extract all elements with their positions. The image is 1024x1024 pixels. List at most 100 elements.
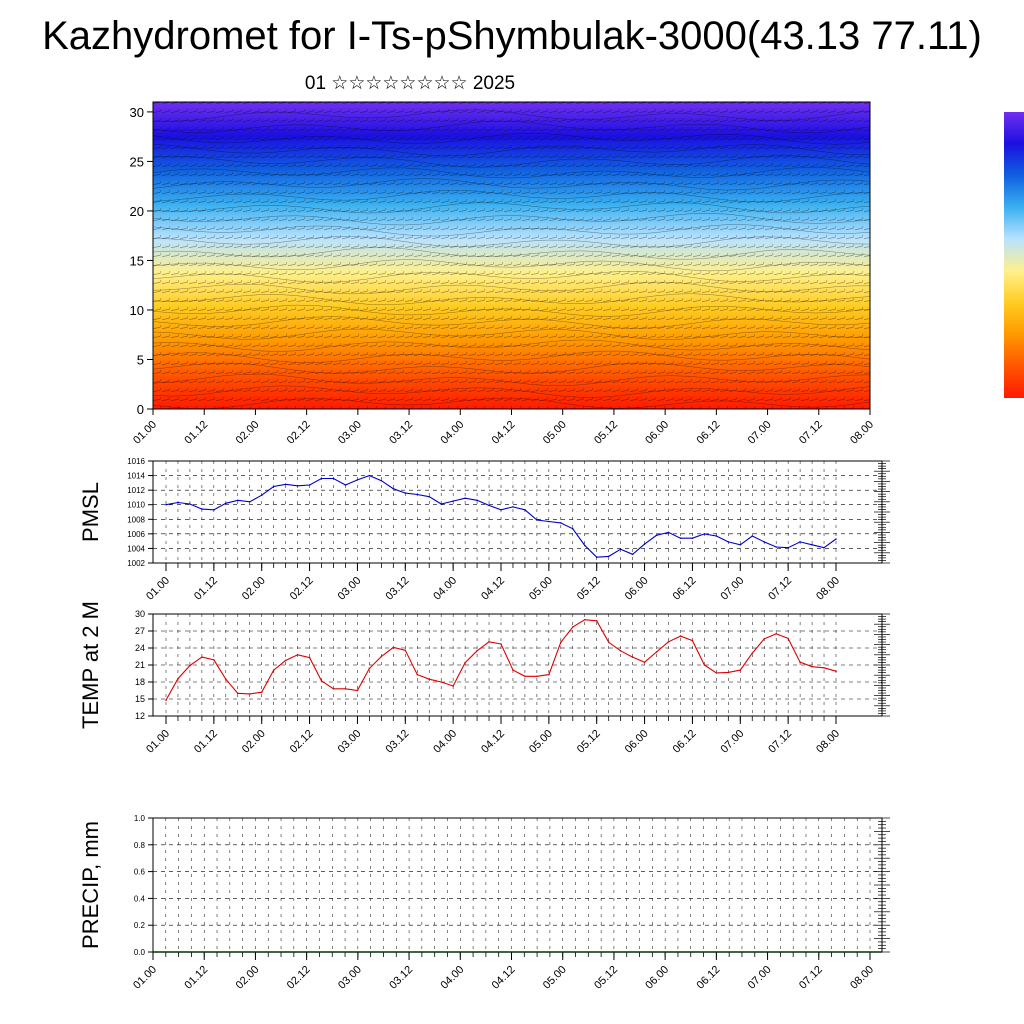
data-point — [356, 479, 359, 481]
data-point — [667, 531, 670, 534]
data-point — [655, 534, 658, 537]
contour-line — [153, 109, 870, 122]
contour-line — [153, 281, 870, 295]
data-point — [237, 692, 239, 695]
x-tick-label: 07.00 — [718, 575, 746, 603]
data-point — [823, 546, 825, 549]
x-tick-label: 01.12 — [182, 964, 210, 992]
data-point — [715, 535, 718, 537]
x-tick-label: 02.12 — [288, 728, 316, 756]
x-tick-label: 07.00 — [718, 728, 746, 756]
y-tick-label: 1008 — [127, 515, 145, 524]
contour-line — [153, 167, 870, 179]
y-tick-label: 15 — [130, 253, 144, 268]
x-tick-label: 07.12 — [797, 419, 825, 447]
wind-barbs-overlay — [153, 102, 870, 409]
data-point — [727, 541, 730, 543]
data-point — [284, 483, 287, 486]
y-tick-label: 1002 — [127, 559, 145, 568]
x-tick-label: 03.12 — [383, 575, 411, 603]
data-point — [619, 548, 622, 550]
y-tick-label: 5 — [137, 352, 144, 367]
x-tick-label: 05.12 — [592, 964, 620, 992]
data-point — [751, 535, 754, 537]
data-point — [428, 495, 431, 498]
data-point — [560, 522, 562, 524]
contour-line — [153, 132, 870, 145]
x-tick-label: 04.00 — [438, 964, 466, 992]
data-point — [679, 537, 682, 539]
contour-line — [153, 189, 870, 203]
data-point — [751, 652, 754, 654]
data-point — [296, 654, 299, 656]
data-point — [631, 553, 634, 556]
contour-line — [153, 304, 870, 317]
data-point — [308, 656, 311, 659]
data-point — [679, 635, 682, 637]
cross-section-y-ticks: 0 5 10 15 20 25 30 — [130, 105, 153, 417]
data-point — [524, 509, 526, 511]
data-point — [213, 509, 215, 511]
x-tick-label: 01.00 — [131, 419, 159, 447]
data-point — [320, 680, 323, 682]
data-point — [811, 665, 813, 668]
colorbar-fill — [1004, 112, 1024, 398]
data-point — [308, 484, 311, 486]
data-point — [500, 509, 502, 511]
x-tick-label: 03.00 — [336, 728, 364, 756]
y-tick-label: 1010 — [127, 501, 145, 510]
y-tick-label: 25 — [130, 154, 144, 169]
data-point — [368, 667, 371, 670]
data-point — [548, 520, 550, 523]
y-tick-label: 0 — [137, 402, 144, 417]
data-point — [177, 677, 179, 680]
y-tick-label: 21 — [135, 660, 145, 670]
contour-line — [153, 178, 870, 191]
colorbar — [1004, 112, 1024, 398]
contour-line — [153, 385, 870, 398]
data-point — [595, 620, 598, 622]
data-point — [272, 485, 275, 488]
data-point — [500, 643, 502, 645]
y-tick-label: 10 — [130, 303, 144, 318]
data-point — [249, 693, 251, 695]
data-point — [296, 485, 299, 487]
chart-title: Kazhydromet for I-Ts-pShymbulak-3000(43.… — [42, 14, 982, 58]
x-tick-label: 04.12 — [490, 964, 518, 992]
y-tick-label: 1004 — [127, 544, 145, 553]
data-point — [691, 639, 694, 642]
y-tick-label: 0.2 — [134, 921, 146, 930]
contour-line — [153, 350, 870, 363]
data-point — [512, 669, 514, 671]
x-tick-label: 02.00 — [240, 728, 268, 756]
y-tick-label: 0.0 — [134, 948, 146, 957]
data-point — [213, 659, 215, 661]
data-point — [404, 649, 407, 652]
data-point — [392, 487, 395, 490]
y-tick-label: 30 — [135, 609, 145, 619]
data-point — [488, 504, 490, 507]
contour-lines — [153, 109, 870, 409]
x-tick-label: 02.12 — [285, 964, 313, 992]
x-tick-label: 04.12 — [479, 728, 507, 756]
x-tick-label: 02.12 — [288, 575, 316, 603]
y-tick-label: 20 — [130, 204, 144, 219]
y-tick-label: 0.6 — [134, 868, 146, 877]
data-point — [260, 494, 263, 497]
data-point — [524, 675, 526, 678]
data-point — [189, 503, 191, 505]
data-point — [332, 688, 335, 690]
data-point — [655, 651, 658, 653]
data-point — [344, 688, 347, 690]
x-tick-label: 04.12 — [479, 575, 507, 603]
data-point — [225, 502, 227, 505]
data-point — [584, 544, 586, 547]
x-tick-label: 06.00 — [643, 419, 671, 447]
data-point — [237, 499, 239, 502]
data-point — [344, 484, 347, 486]
x-tick-label: 07.12 — [766, 575, 794, 603]
y-tick-label: 30 — [130, 105, 144, 120]
y-tick-label: 1014 — [127, 472, 145, 481]
data-point — [703, 533, 706, 535]
y-tick-label: 15 — [135, 694, 145, 704]
